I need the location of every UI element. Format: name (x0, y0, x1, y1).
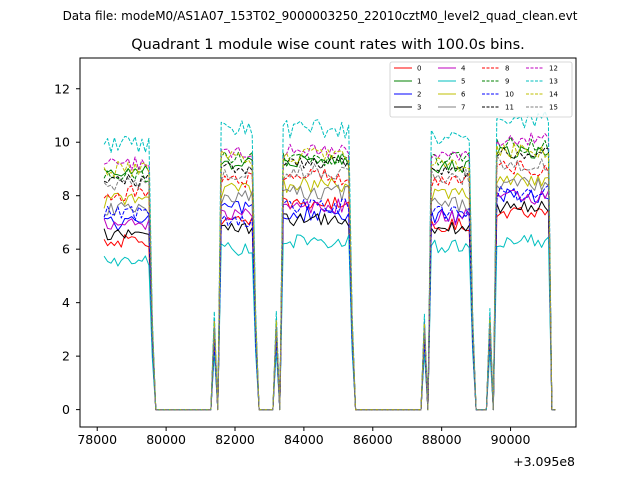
x-tick-label: 90000 (491, 432, 531, 447)
x-tick-label: 78000 (77, 432, 117, 447)
legend-label-15: 15 (549, 104, 558, 112)
x-tick-label: 80000 (146, 432, 186, 447)
legend-label-6: 6 (461, 91, 466, 99)
y-tick-label: 8 (62, 188, 70, 203)
x-tick-label: 82000 (215, 432, 255, 447)
figure-suptitle: Data file: modeM0/AS1A07_153T02_90000032… (63, 9, 578, 23)
legend-label-7: 7 (461, 104, 465, 112)
plot-frame (79, 57, 577, 428)
legend-label-11: 11 (505, 104, 514, 112)
legend-label-0: 0 (417, 65, 421, 73)
series-line-10 (103, 185, 556, 411)
y-tick-label: 2 (62, 349, 70, 364)
legend-box (389, 61, 573, 118)
y-tick-label: 6 (62, 242, 70, 257)
y-axis: 0 2 4 6 8 10 12 (54, 81, 80, 417)
y-tick-label: 0 (62, 402, 70, 417)
y-tick-label: 4 (62, 295, 70, 310)
legend-label-2: 2 (417, 91, 421, 99)
x-tick-label: 88000 (422, 432, 462, 447)
legend-label-4: 4 (461, 65, 466, 73)
series-line-15 (103, 155, 556, 411)
y-tick-label: 10 (54, 135, 70, 150)
x-tick-label: 84000 (284, 432, 324, 447)
x-axis: 78000 80000 82000 84000 86000 88000 90000 (77, 427, 530, 447)
legend-label-1: 1 (417, 78, 421, 86)
x-axis-offset-label: +3.095e8 (513, 454, 575, 469)
y-tick-label: 12 (54, 81, 70, 96)
legend-label-3: 3 (417, 104, 421, 112)
legend-label-14: 14 (549, 91, 558, 99)
chart-title: Quadrant 1 module wise count rates with … (131, 37, 525, 53)
x-tick-label: 86000 (353, 432, 393, 447)
legend-label-8: 8 (505, 65, 509, 73)
legend-label-12: 12 (549, 65, 558, 73)
legend-label-9: 9 (505, 78, 509, 86)
legend-label-13: 13 (549, 78, 558, 86)
series-layer (103, 111, 556, 411)
legend-label-10: 10 (505, 91, 514, 99)
legend-label-5: 5 (461, 78, 465, 86)
